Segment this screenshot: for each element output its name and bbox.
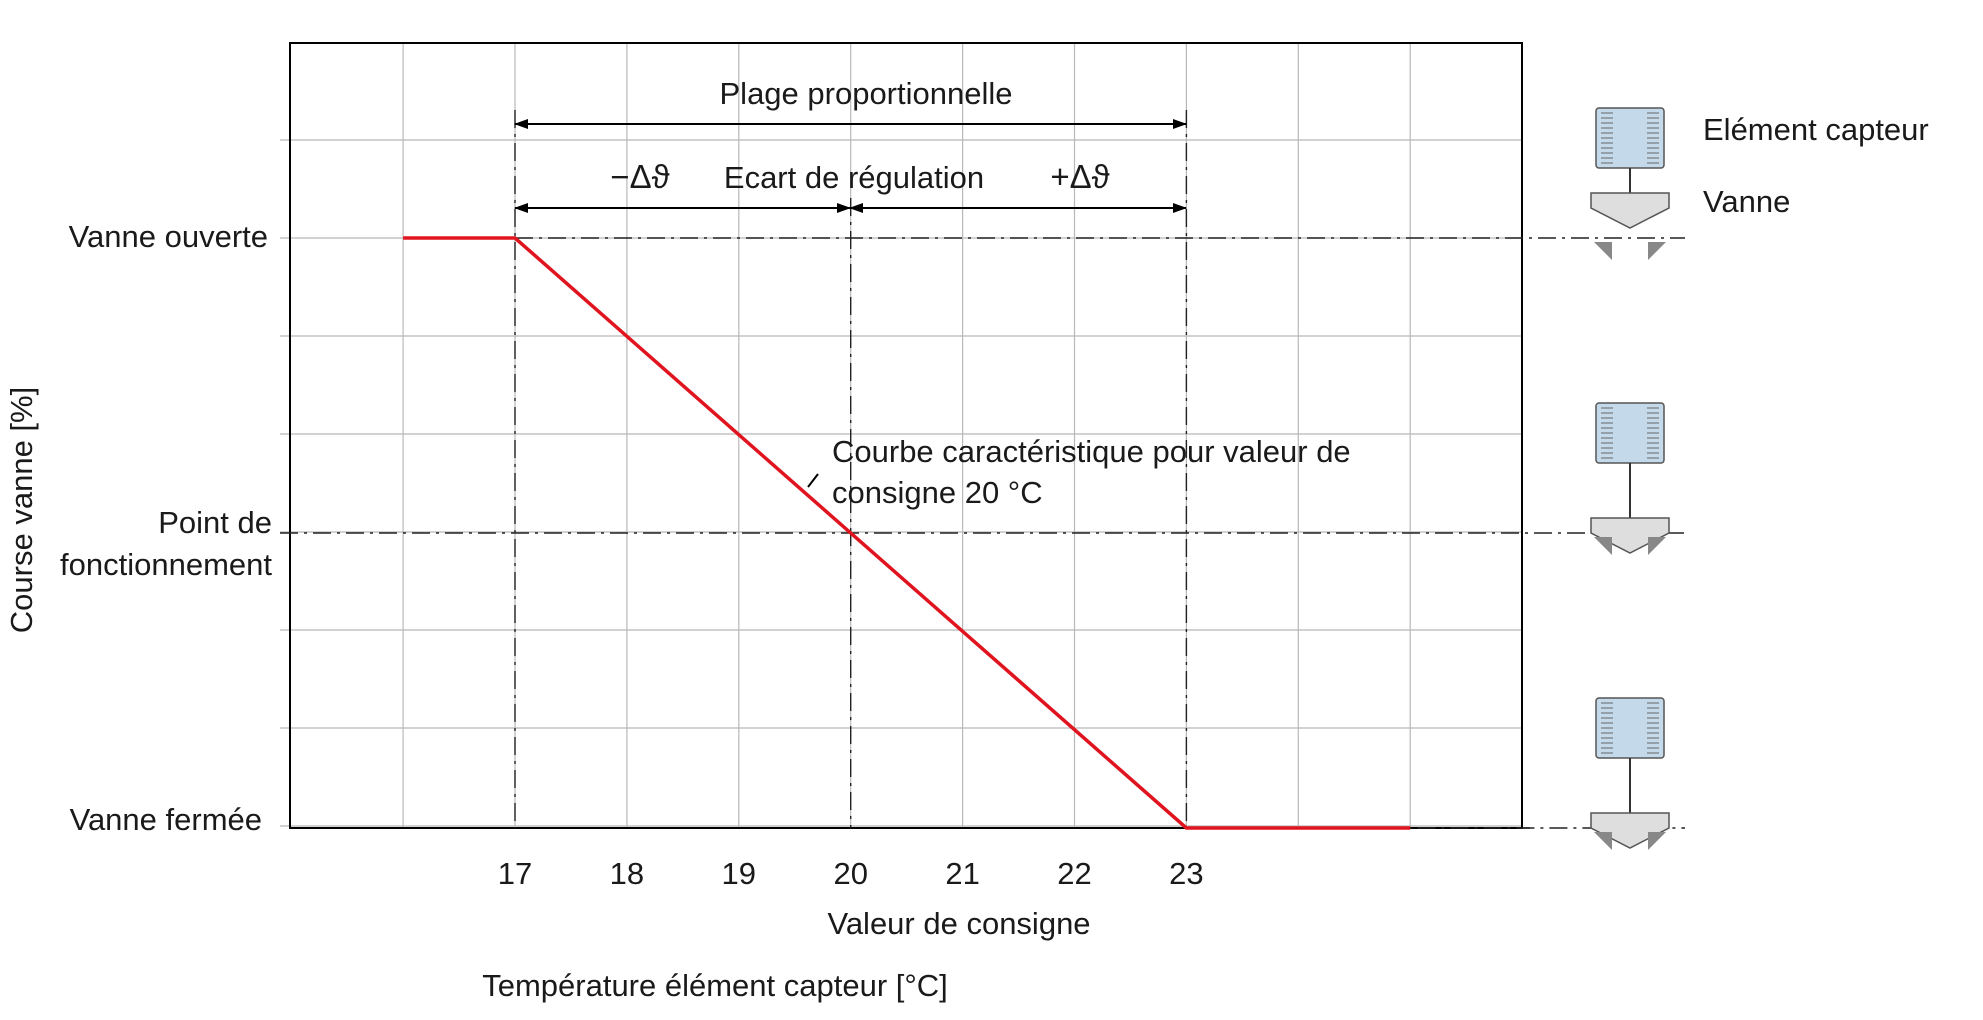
curve-note-line1: Courbe caractéristique pour valeur de	[832, 434, 1351, 469]
plus-delta-label: +Δϑ	[1050, 158, 1109, 195]
valve-seat-right-icon	[1648, 537, 1666, 555]
plot-frame	[289, 42, 1523, 829]
y-axis-title: Course vanne [%]	[4, 387, 39, 633]
curve-note-leader	[807, 473, 819, 488]
y-label-closed: Vanne fermée	[70, 802, 262, 837]
valve-seat-left-icon	[1594, 242, 1612, 260]
minus-delta-label: −Δϑ	[610, 158, 669, 195]
sensor-valve-assembly	[1590, 402, 1670, 555]
x-tick-label: 22	[1057, 856, 1091, 891]
valve-plug-icon	[1590, 517, 1670, 554]
control-deviation-label: Ecart de régulation	[724, 160, 984, 195]
valve-seat-left-icon	[1594, 537, 1612, 555]
curve-note-line2: consigne 20 °C	[832, 475, 1043, 510]
legend-valve-label: Vanne	[1703, 184, 1790, 219]
reference-lines	[280, 110, 1685, 829]
valve-seat-left-icon	[1594, 832, 1612, 850]
x-tick-label: 23	[1169, 856, 1203, 891]
sensor-valve-assembly	[1590, 107, 1670, 260]
proportional-band-label: Plage proportionnelle	[720, 76, 1013, 111]
x-tick-label: 19	[722, 856, 756, 891]
y-label-open: Vanne ouverte	[69, 219, 268, 254]
x-axis-title-2: Température élément capteur [°C]	[482, 968, 948, 1003]
sensor-valve-assembly	[1590, 697, 1670, 850]
valve-seat-right-icon	[1648, 242, 1666, 260]
legend-sensor-element-label: Elément capteur	[1703, 112, 1929, 147]
x-tick-label: 20	[833, 856, 867, 891]
x-axis-title: Valeur de consigne	[827, 906, 1090, 941]
x-tick-label: 17	[498, 856, 532, 891]
y-label-working-point-1: Point de	[158, 505, 272, 540]
valve-plug-icon	[1590, 812, 1670, 849]
x-tick-labels: 17 18 19 20 21 22 23	[498, 856, 1204, 891]
valve-plug-icon	[1590, 192, 1670, 229]
x-tick-label: 21	[945, 856, 979, 891]
y-label-working-point-2: fonctionnement	[60, 547, 272, 582]
x-tick-label: 18	[610, 856, 644, 891]
valve-assemblies	[1590, 107, 1670, 850]
characteristic-curve	[403, 236, 1411, 830]
valve-seat-right-icon	[1648, 832, 1666, 850]
